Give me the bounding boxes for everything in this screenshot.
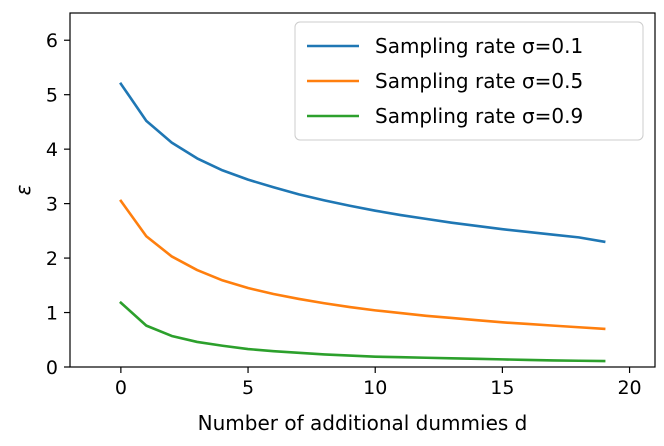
legend-box [294, 21, 644, 141]
y-tick-label: 3 [46, 194, 58, 216]
y-tick-label: 5 [46, 85, 58, 107]
x-tick-label: 5 [242, 377, 254, 399]
legend-label-2: Sampling rate σ=0.5 [375, 69, 583, 93]
x-tick-label: 10 [363, 377, 387, 399]
series-line-3 [119, 300, 606, 363]
series-line-2 [119, 199, 606, 331]
axes-frame [69, 12, 656, 368]
legend-label-3: Sampling rate σ=0.9 [375, 104, 583, 128]
y-tick-label: 2 [46, 248, 58, 270]
y-axis-label: ε [11, 184, 35, 195]
series-line-1 [119, 81, 606, 244]
y-tick-label: 6 [46, 30, 58, 52]
x-tick-label: 15 [490, 377, 514, 399]
legend-label-1: Sampling rate σ=0.1 [375, 34, 583, 58]
y-tick-label: 1 [46, 303, 58, 325]
legend: Sampling rate σ=0.1 Sampling rate σ=0.5 Sa… [294, 21, 644, 141]
x-axis-label: Number of additional dummies d [198, 411, 528, 435]
y-tick-label: 4 [46, 139, 58, 161]
x-tick-label: 20 [617, 377, 641, 399]
x-tick-label: 0 [115, 377, 127, 399]
series-layer [119, 81, 606, 363]
y-tick-label: 0 [46, 357, 58, 379]
axes-layer: 0 5 10 15 20 0 1 2 3 4 5 6 [46, 12, 656, 399]
